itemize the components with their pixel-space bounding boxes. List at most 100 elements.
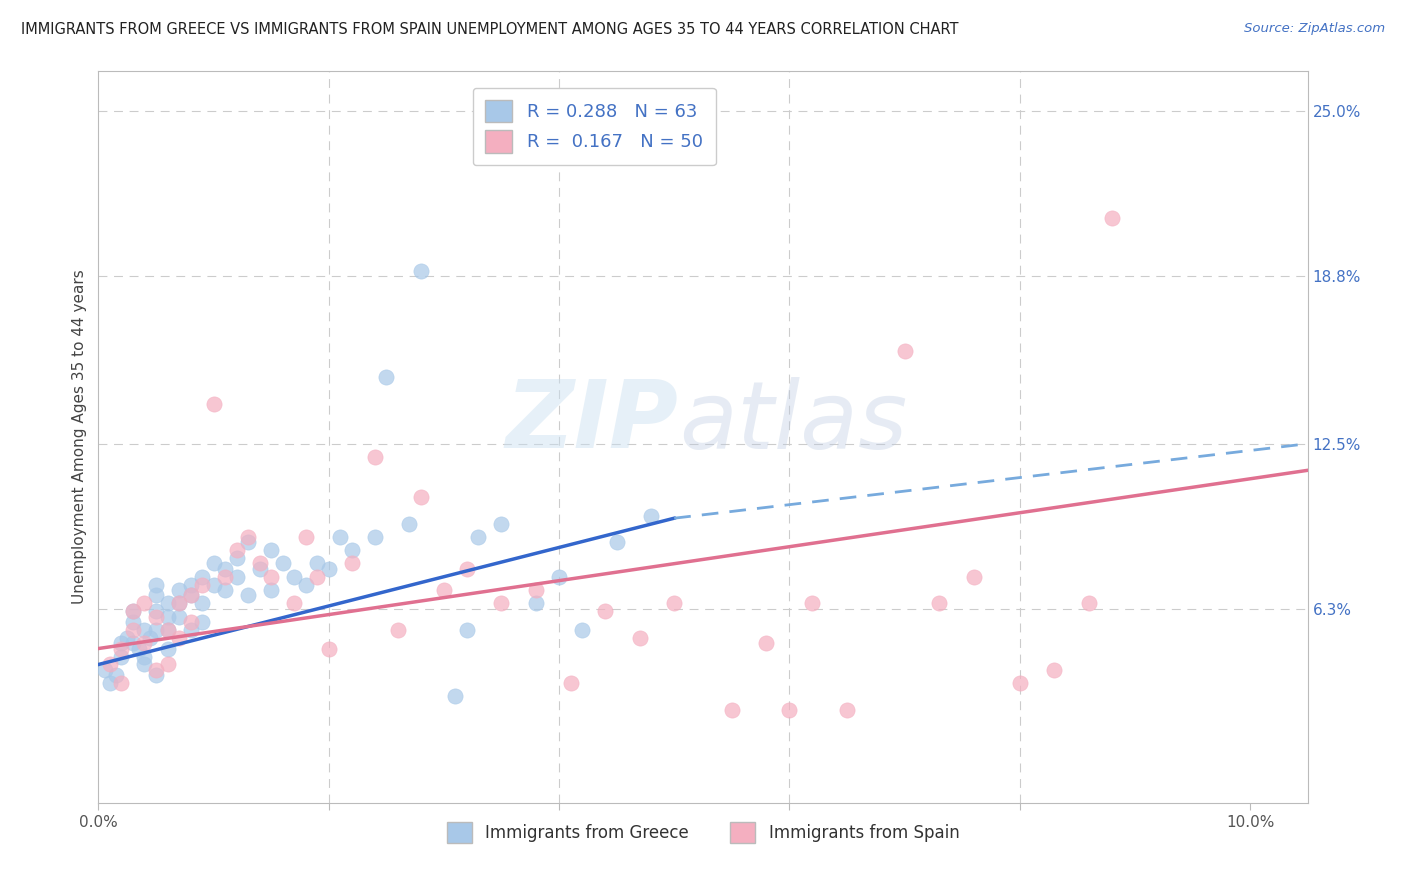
Point — [225, 551, 247, 566]
Point — [202, 557, 225, 571]
Point — [122, 636, 145, 650]
Point — [524, 596, 547, 610]
Point — [560, 676, 582, 690]
Point — [167, 609, 190, 624]
Point — [835, 703, 858, 717]
Point — [548, 570, 571, 584]
Point — [134, 596, 156, 610]
Point — [94, 663, 117, 677]
Point — [318, 562, 340, 576]
Point — [202, 397, 225, 411]
Point — [236, 535, 259, 549]
Point — [664, 596, 686, 610]
Point — [145, 609, 167, 624]
Legend: R = 0.288   N = 63, R =  0.167   N = 50: R = 0.288 N = 63, R = 0.167 N = 50 — [472, 87, 716, 165]
Point — [433, 582, 456, 597]
Point — [755, 636, 778, 650]
Point — [340, 543, 363, 558]
Point — [156, 609, 179, 624]
Point — [145, 588, 167, 602]
Point — [156, 657, 179, 672]
Point — [340, 557, 363, 571]
Point — [128, 641, 150, 656]
Point — [778, 703, 800, 717]
Point — [156, 623, 179, 637]
Point — [115, 631, 138, 645]
Point — [122, 615, 145, 629]
Point — [491, 596, 513, 610]
Point — [260, 582, 283, 597]
Point — [318, 641, 340, 656]
Point — [180, 577, 202, 591]
Point — [225, 570, 247, 584]
Point — [1043, 663, 1066, 677]
Point — [893, 343, 915, 358]
Text: atlas: atlas — [679, 377, 907, 468]
Point — [398, 516, 420, 531]
Point — [104, 668, 127, 682]
Point — [409, 264, 432, 278]
Point — [409, 490, 432, 504]
Point — [364, 530, 387, 544]
Point — [283, 570, 305, 584]
Point — [98, 676, 121, 690]
Point — [294, 577, 316, 591]
Point — [387, 623, 409, 637]
Point — [191, 577, 214, 591]
Point — [928, 596, 950, 610]
Point — [640, 508, 662, 523]
Point — [122, 604, 145, 618]
Point — [720, 703, 742, 717]
Point — [156, 641, 179, 656]
Point — [191, 570, 214, 584]
Text: IMMIGRANTS FROM GREECE VS IMMIGRANTS FROM SPAIN UNEMPLOYMENT AMONG AGES 35 TO 44: IMMIGRANTS FROM GREECE VS IMMIGRANTS FRO… — [21, 22, 959, 37]
Point — [524, 582, 547, 597]
Point — [467, 530, 489, 544]
Point — [444, 690, 467, 704]
Point — [962, 570, 984, 584]
Point — [801, 596, 824, 610]
Point — [214, 570, 236, 584]
Point — [628, 631, 651, 645]
Point — [606, 535, 628, 549]
Point — [593, 604, 616, 618]
Y-axis label: Unemployment Among Ages 35 to 44 years: Unemployment Among Ages 35 to 44 years — [72, 269, 87, 605]
Point — [110, 636, 132, 650]
Point — [456, 623, 478, 637]
Point — [260, 543, 283, 558]
Point — [110, 649, 132, 664]
Point — [167, 631, 190, 645]
Point — [167, 582, 190, 597]
Point — [214, 562, 236, 576]
Point — [167, 596, 190, 610]
Point — [214, 582, 236, 597]
Point — [122, 604, 145, 618]
Point — [145, 623, 167, 637]
Point — [167, 596, 190, 610]
Point — [180, 623, 202, 637]
Point — [329, 530, 352, 544]
Point — [145, 604, 167, 618]
Point — [145, 577, 167, 591]
Point — [180, 615, 202, 629]
Point — [294, 530, 316, 544]
Point — [1101, 211, 1123, 225]
Point — [98, 657, 121, 672]
Text: Source: ZipAtlas.com: Source: ZipAtlas.com — [1244, 22, 1385, 36]
Point — [134, 623, 156, 637]
Point — [134, 649, 156, 664]
Point — [180, 588, 202, 602]
Text: ZIP: ZIP — [506, 376, 679, 468]
Point — [156, 623, 179, 637]
Point — [571, 623, 593, 637]
Point — [307, 557, 329, 571]
Point — [375, 370, 398, 384]
Point — [249, 557, 271, 571]
Point — [364, 450, 387, 464]
Point — [283, 596, 305, 610]
Point — [122, 623, 145, 637]
Point — [110, 641, 132, 656]
Point — [249, 562, 271, 576]
Point — [145, 663, 167, 677]
Point — [236, 588, 259, 602]
